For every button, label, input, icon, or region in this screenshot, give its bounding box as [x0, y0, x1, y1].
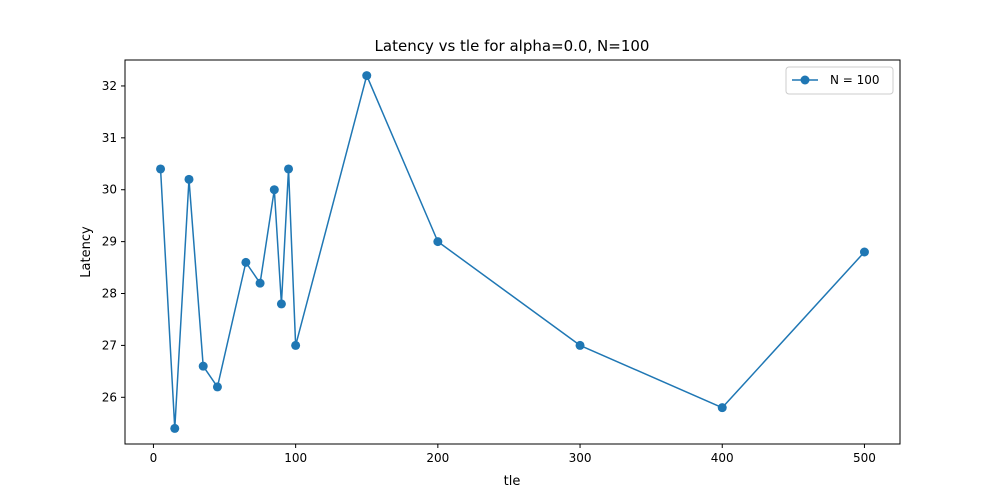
data-point [284, 164, 294, 174]
x-tick-label: 300 [569, 451, 592, 465]
x-tick-label: 400 [711, 451, 734, 465]
data-point [241, 257, 251, 267]
y-tick-label: 27 [102, 338, 117, 352]
data-point [859, 247, 869, 257]
y-tick-label: 26 [102, 390, 117, 404]
data-point [170, 423, 180, 433]
x-tick-label: 0 [150, 451, 158, 465]
y-tick-label: 31 [102, 131, 117, 145]
data-point [269, 185, 279, 195]
legend-box [785, 66, 894, 95]
data-point [212, 382, 222, 392]
x-tick-label: 500 [853, 451, 876, 465]
y-tick-label: 32 [102, 79, 117, 93]
data-point [575, 340, 585, 350]
y-tick-label: 29 [102, 235, 117, 249]
y-tick-label: 30 [102, 183, 117, 197]
y-axis-title: Latency [79, 226, 94, 278]
series-line [159, 74, 866, 430]
data-point [184, 174, 194, 184]
x-tick-label: 200 [426, 451, 449, 465]
data-point [198, 361, 208, 371]
series-layer [156, 71, 869, 433]
data-point [156, 164, 166, 174]
legend: N = 100 [785, 66, 894, 95]
data-point [276, 299, 286, 309]
x-tick-label: 100 [284, 451, 307, 465]
data-point [717, 403, 727, 413]
legend-marker-swatch [800, 75, 810, 85]
data-point [291, 340, 301, 350]
plot-frame [124, 59, 901, 445]
x-axis-title: tle [504, 474, 521, 489]
data-point [362, 71, 372, 81]
legend-label: N = 100 [830, 73, 880, 87]
data-point [255, 278, 265, 288]
chart-title: Latency vs tle for alpha=0.0, N=100 [375, 37, 650, 55]
y-tick-label: 28 [102, 287, 117, 301]
axes: 0 100 200 300 400 500 26 27 28 29 30 31 32 [102, 79, 876, 465]
data-point [433, 237, 443, 247]
